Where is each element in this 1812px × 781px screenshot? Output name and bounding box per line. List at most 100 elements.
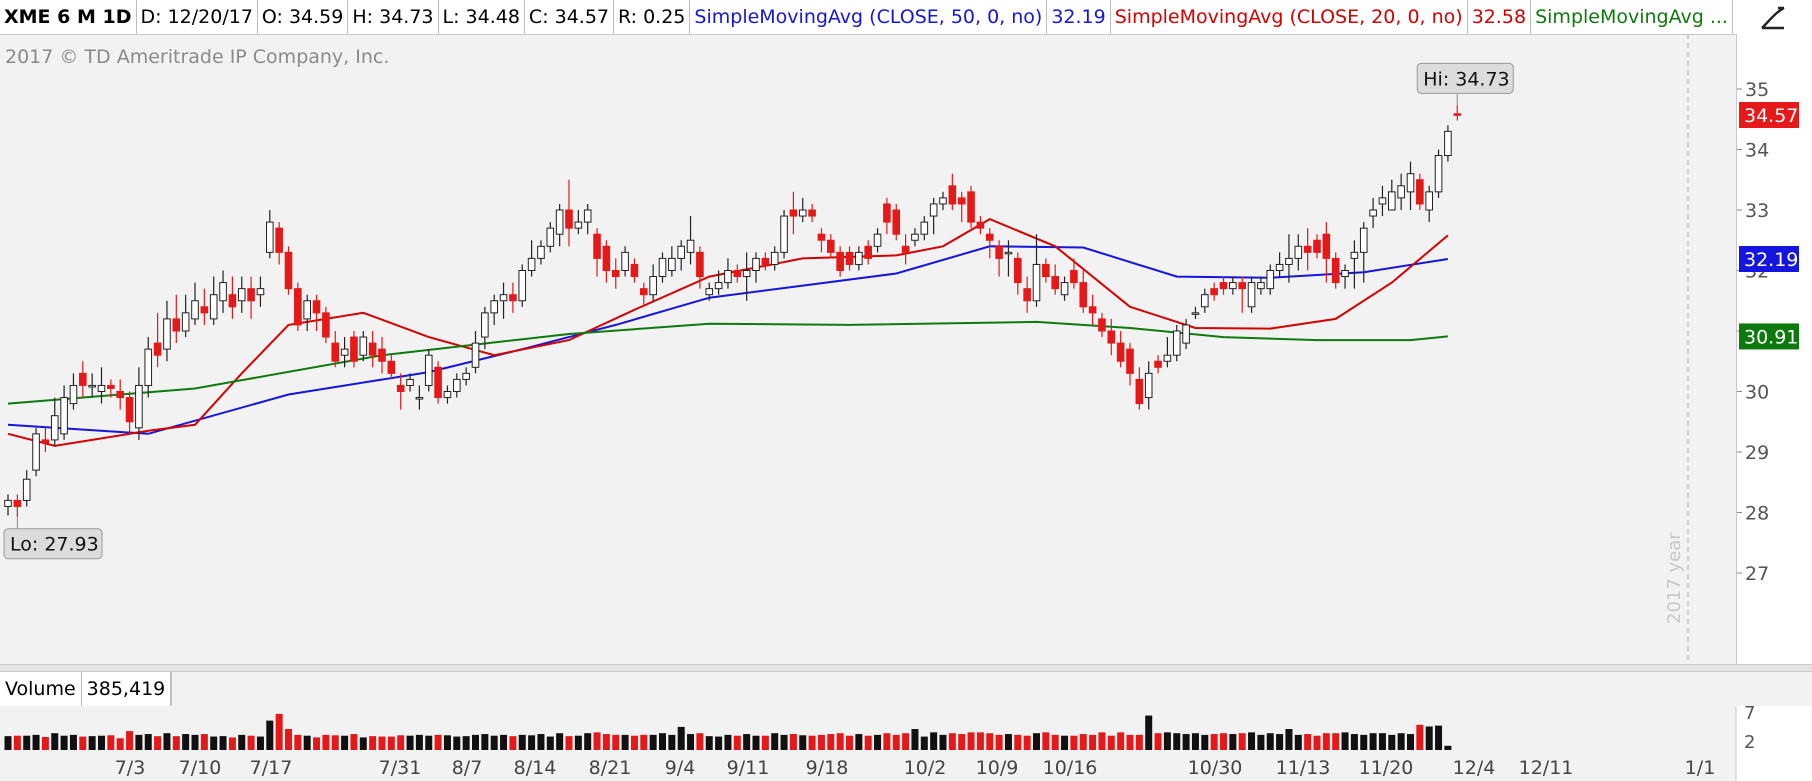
volume-bar <box>1248 732 1256 750</box>
volume-bar <box>1238 733 1246 750</box>
candle-body <box>873 233 882 247</box>
drawing-tool-button[interactable] <box>1736 0 1812 35</box>
candle-body <box>1116 342 1125 362</box>
volume-bar <box>1191 733 1199 750</box>
volume-bar <box>1154 733 1162 750</box>
volume-bar <box>453 736 461 750</box>
candle-body <box>705 288 714 296</box>
date-tick-label: 10/30 <box>1188 757 1243 779</box>
date-tick-label: 11/20 <box>1359 757 1414 779</box>
volume-bar <box>331 735 339 750</box>
volume-bar <box>1350 734 1358 750</box>
sma200-label[interactable]: SimpleMovingAvg ... <box>1531 0 1733 34</box>
date-tick-label: 9/18 <box>806 757 849 779</box>
volume-bar <box>116 738 124 750</box>
candle-body <box>116 391 125 399</box>
volume-bar <box>500 734 508 750</box>
candle-body <box>1257 282 1265 290</box>
volume-bar <box>144 734 152 750</box>
candle-body <box>602 245 611 272</box>
panel-divider[interactable] <box>0 664 1812 672</box>
candle-body <box>555 209 564 235</box>
volume-bar <box>126 731 134 750</box>
volume-bar <box>836 733 844 750</box>
volume-bar <box>172 736 180 750</box>
volume-bar <box>789 734 797 750</box>
candle-body <box>995 245 1003 259</box>
candle-body <box>780 215 788 253</box>
volume-bar <box>406 735 414 750</box>
candle-body <box>901 245 910 253</box>
volume-bar <box>378 736 386 750</box>
volume-bar <box>51 733 59 750</box>
candle-body <box>443 391 452 399</box>
candle-body <box>574 221 583 229</box>
candle-body <box>911 233 919 241</box>
volume-bar <box>1378 733 1386 750</box>
candle-body <box>1023 288 1031 302</box>
volume-bar <box>1163 732 1171 750</box>
volume-bar <box>1313 735 1321 750</box>
volume-bar <box>780 734 788 750</box>
sma20-value: 32.58 <box>1468 0 1532 34</box>
candle-body <box>312 300 321 314</box>
date-tick-label: 8/7 <box>452 757 483 779</box>
candle-body <box>331 342 340 362</box>
volume-bar <box>1341 732 1349 750</box>
symbol-label[interactable]: XME 6 M 1D <box>0 0 137 34</box>
volume-bar <box>1089 734 1097 750</box>
candle-body <box>967 191 975 223</box>
candle-body <box>1144 372 1153 399</box>
volume-bar <box>1425 726 1433 750</box>
volume-bar <box>621 734 629 750</box>
volume-bar <box>1304 734 1312 750</box>
candle-body <box>228 294 237 308</box>
volume-bar <box>1117 732 1125 750</box>
candle-body <box>1210 288 1218 296</box>
volume-bar <box>32 734 40 750</box>
volume-bar <box>574 735 582 750</box>
candle-body <box>1453 113 1462 116</box>
date-tick-label: 7/17 <box>250 757 293 779</box>
candle-body <box>1163 354 1172 362</box>
candle-body <box>1341 270 1349 278</box>
date-tick-label: 11/13 <box>1276 757 1331 779</box>
date-tick-label: 1/1 <box>1685 757 1716 779</box>
volume-bar <box>481 734 489 750</box>
candle-body <box>256 288 265 296</box>
volume-bar <box>864 735 872 750</box>
volume-bar <box>668 734 676 750</box>
volume-bar <box>537 734 545 750</box>
candle-body <box>237 288 246 302</box>
date-tick-label: 7/31 <box>379 757 422 779</box>
price-chart[interactable]: 2017 year Hi: 34.73 Lo: 27.93 <box>0 34 1736 664</box>
sma50-label[interactable]: SimpleMovingAvg (CLOSE, 50, 0, no) <box>690 0 1048 34</box>
candle-body <box>125 397 134 423</box>
volume-bar <box>107 735 115 750</box>
volume-bar <box>1220 733 1227 750</box>
volume-bar <box>1285 729 1293 750</box>
candle-body <box>1079 282 1088 308</box>
volume-bar <box>191 734 199 750</box>
candle-body <box>294 288 302 326</box>
volume-bar <box>687 734 695 750</box>
volume-bar <box>902 733 910 750</box>
volume-chart[interactable]: 7 2 7/3 7/10 7/17 7/31 8/7 8/14 8/21 9/4 9/11 9/18 1… <box>0 706 1812 781</box>
volume-bar <box>238 734 246 750</box>
volume-bar <box>565 736 573 750</box>
price-chart-panel[interactable]: 2017 year Hi: 34.73 Lo: 27.93 <box>0 34 1736 664</box>
candle-body <box>920 221 929 235</box>
volume-bar <box>60 735 68 750</box>
candle-body <box>798 209 807 217</box>
volume-bar <box>1042 732 1050 750</box>
hi-label: Hi: 34.73 <box>1423 68 1509 90</box>
volume-label[interactable]: Volume <box>0 672 82 706</box>
sma20-label[interactable]: SimpleMovingAvg (CLOSE, 20, 0, no) <box>1111 0 1468 34</box>
candle-body <box>630 263 639 278</box>
date-tick-label: 8/14 <box>514 757 557 779</box>
volume-bar <box>771 733 779 750</box>
volume-bar <box>41 736 49 750</box>
candle-body <box>1201 294 1209 308</box>
